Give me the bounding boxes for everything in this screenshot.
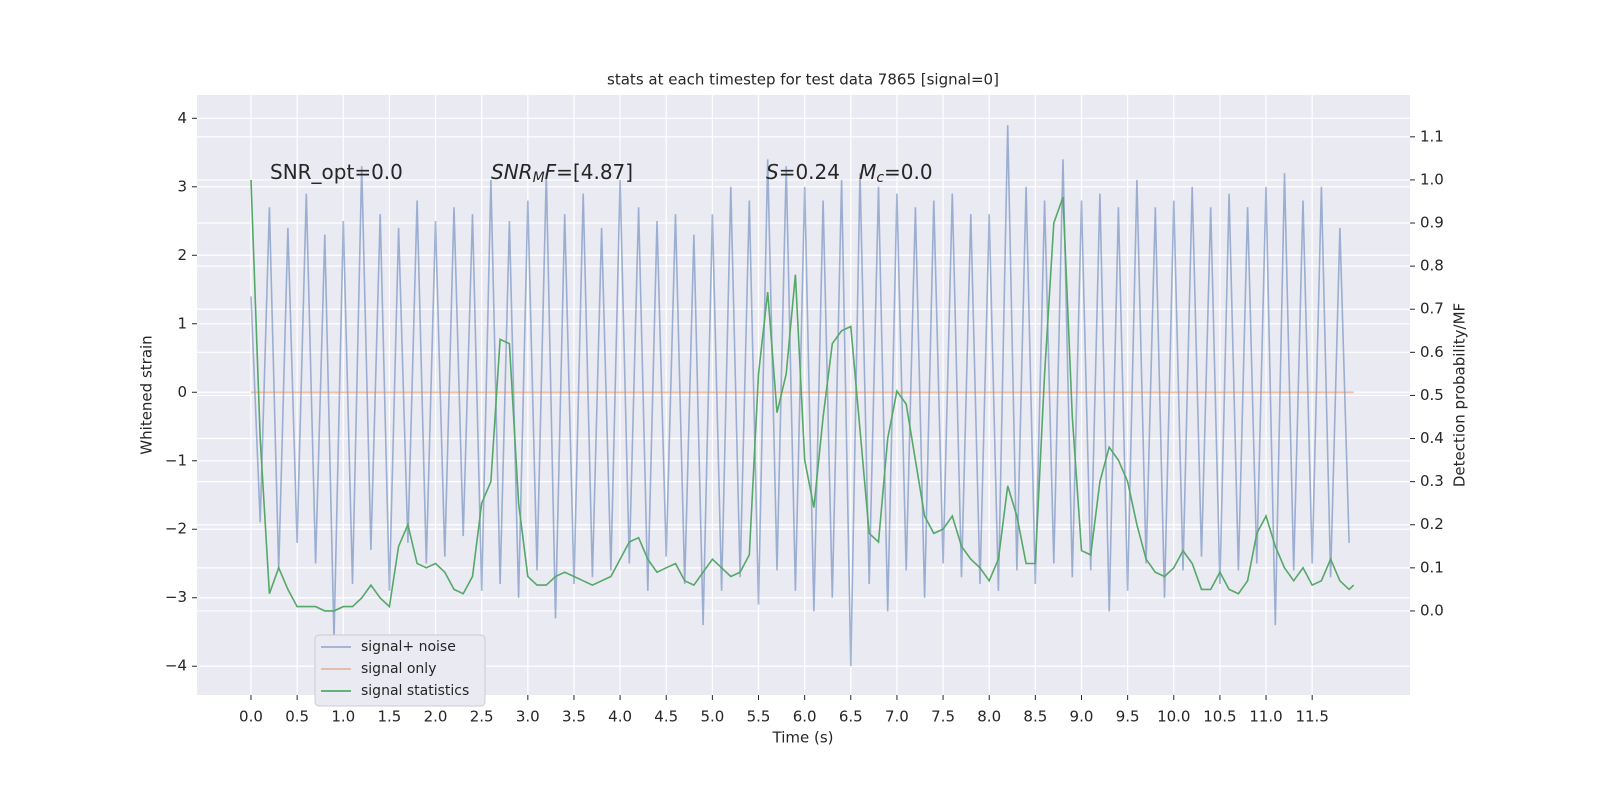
x-tick-label: 6.5	[839, 708, 863, 726]
x-tick-label: 9.0	[1070, 708, 1094, 726]
series-line	[250, 179, 1355, 612]
y2-tick-label: 0.6	[1420, 343, 1444, 361]
x-tick-label: 10.5	[1203, 708, 1236, 726]
annotation-part: =[4.87]	[556, 160, 633, 184]
y2-tick-label: 0.0	[1420, 601, 1444, 619]
x-axis-label: Time (s)	[772, 729, 834, 747]
x-tick-label: 9.5	[1116, 708, 1140, 726]
annotation-part: c	[876, 170, 884, 186]
y2-tick-label: 1.1	[1420, 127, 1444, 145]
y-tick-label: 1	[177, 314, 187, 332]
x-tick-label: 10.0	[1157, 708, 1190, 726]
x-tick-label: 3.0	[516, 708, 540, 726]
y2-tick-label: 1.0	[1420, 170, 1444, 188]
y-tick-label: −1	[165, 451, 187, 469]
x-tick-label: 0.5	[285, 708, 309, 726]
annotation-part: =0.0	[884, 160, 933, 184]
y2-tick-label: 0.7	[1420, 300, 1444, 318]
x-tick-label: 4.5	[654, 708, 678, 726]
x-tick-label: 5.0	[700, 708, 724, 726]
legend-label: signal+ noise	[361, 639, 456, 655]
annotation-part: =0.24	[779, 160, 859, 184]
y2-tick-label: 0.8	[1420, 257, 1444, 275]
x-tick-label: 7.0	[885, 708, 909, 726]
annotation: SNRMF=[4.87]	[491, 160, 633, 187]
annotation: S=0.24 Mc=0.0	[766, 160, 933, 187]
y-tick-label: 3	[177, 177, 187, 195]
annotation-part: F	[545, 160, 557, 184]
x-tick-label: 3.5	[562, 708, 586, 726]
annotation-part: M	[533, 170, 545, 186]
y-tick-label: −3	[165, 588, 187, 606]
series-line	[250, 125, 1350, 667]
x-tick-label: 11.0	[1249, 708, 1282, 726]
legend-label: signal only	[361, 661, 436, 677]
chart-title: stats at each timestep for test data 786…	[607, 71, 999, 89]
annotation-part: M	[859, 160, 876, 184]
x-tick-label: 4.0	[608, 708, 632, 726]
y2-axis-label: Detection probability/MF	[1451, 303, 1469, 487]
x-tick-label: 7.5	[931, 708, 955, 726]
annotation-part: SNR_opt=0.0	[270, 160, 403, 184]
x-tick-label: 1.0	[331, 708, 355, 726]
x-tick-label: 8.0	[977, 708, 1001, 726]
y2-tick-label: 0.2	[1420, 515, 1444, 533]
y2-tick-label: 0.3	[1420, 472, 1444, 490]
annotation-part: SNR	[491, 160, 533, 184]
x-tick-label: 6.0	[793, 708, 817, 726]
x-tick-label: 0.0	[239, 708, 263, 726]
y2-tick-label: 0.5	[1420, 386, 1444, 404]
y-tick-label: 0	[177, 383, 187, 401]
y2-tick-label: 0.9	[1420, 214, 1444, 232]
y2-tick-label: 0.1	[1420, 558, 1444, 576]
y-tick-label: −4	[165, 657, 187, 675]
y-tick-label: −2	[165, 520, 187, 538]
y-axis-label: Whitened strain	[138, 335, 156, 454]
x-tick-label: 5.5	[747, 708, 771, 726]
y-tick-label: 4	[177, 109, 187, 127]
legend-label: signal statistics	[361, 683, 469, 699]
y-tick-label: 2	[177, 246, 187, 264]
legend-box	[314, 634, 486, 707]
x-tick-label: 2.5	[470, 708, 494, 726]
x-tick-label: 1.5	[377, 708, 401, 726]
annotation: SNR_opt=0.0	[270, 160, 403, 184]
x-tick-label: 8.5	[1023, 708, 1047, 726]
y2-tick-label: 0.4	[1420, 429, 1444, 447]
x-tick-label: 11.5	[1295, 708, 1328, 726]
annotation-part: S	[766, 160, 779, 184]
x-tick-label: 2.0	[424, 708, 448, 726]
